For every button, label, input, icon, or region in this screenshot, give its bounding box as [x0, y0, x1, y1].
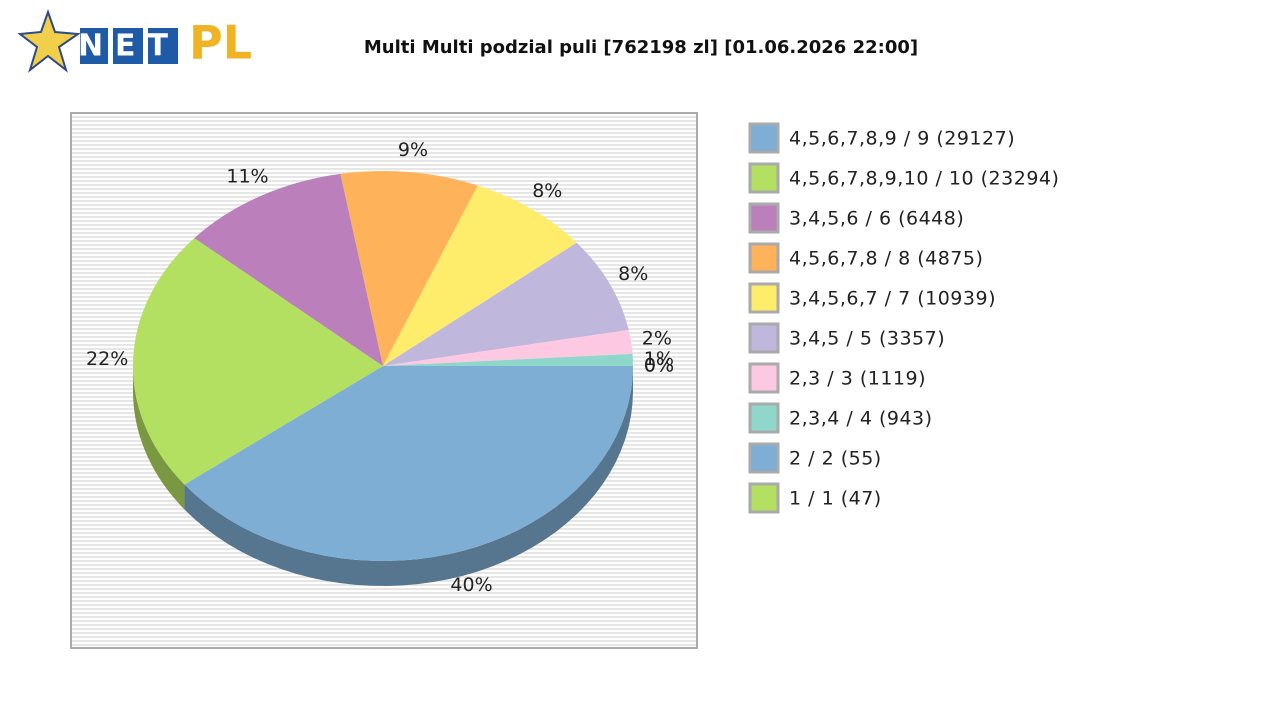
legend-label: 2,3 / 3 (1119) — [789, 368, 926, 390]
legend-swatch — [748, 482, 780, 514]
logo-star — [17, 8, 81, 73]
slice-label: 2% — [642, 328, 672, 350]
logo-brand: NET — [78, 29, 180, 64]
slice-label: 8% — [532, 180, 562, 202]
logo-box — [80, 28, 108, 64]
slice-side — [184, 366, 633, 586]
chart-title: Multi Multi podzial puli [762198 zl] [01… — [364, 37, 918, 58]
slice-label: 0% — [644, 355, 674, 377]
slice-label: 40% — [450, 574, 492, 596]
legend-label: 3,4,5,6,7 / 7 (10939) — [789, 288, 996, 310]
legend-label: 1 / 1 (47) — [789, 488, 882, 510]
legend-label: 4,5,6,7,8,9,10 / 10 (23294) — [789, 168, 1059, 190]
legend-label: 4,5,6,7,8,9 / 9 (29127) — [789, 128, 1015, 150]
slice-label: 22% — [86, 348, 128, 370]
legend-label: 4,5,6,7,8 / 8 (4875) — [789, 248, 983, 270]
legend-swatch — [748, 162, 780, 194]
logo-box — [113, 28, 143, 64]
slice-label: 8% — [618, 263, 648, 285]
slice — [133, 238, 383, 485]
slice-label: 1% — [644, 348, 674, 370]
slice-label: 0% — [644, 355, 674, 377]
legend-swatch — [748, 242, 780, 274]
slice-label: 11% — [226, 165, 268, 187]
legend-label: 3,4,5 / 5 (3357) — [789, 328, 945, 350]
logo-box — [148, 28, 178, 64]
legend-label: 2,3,4 / 4 (943) — [789, 408, 933, 430]
logo: NET PL — [17, 8, 252, 73]
legend-swatch — [748, 402, 780, 434]
slice — [383, 185, 577, 366]
legend-label: 2 / 2 (55) — [789, 448, 882, 470]
legend-label: 3,4,5,6 / 6 (6448) — [789, 208, 964, 230]
legend-swatch — [748, 202, 780, 234]
legend-swatch — [748, 282, 780, 314]
slice-side — [133, 366, 185, 510]
slice — [194, 173, 383, 366]
slice — [383, 242, 629, 366]
slice-label: 9% — [398, 139, 428, 161]
legend-swatch — [748, 122, 780, 154]
slice — [184, 366, 633, 562]
slice — [383, 329, 633, 366]
legend-swatch — [748, 442, 780, 474]
logo-suffix: PL — [189, 16, 252, 70]
legend-swatch — [748, 362, 780, 394]
legend-swatch — [748, 322, 780, 354]
slice — [340, 171, 478, 366]
slice — [383, 353, 633, 366]
